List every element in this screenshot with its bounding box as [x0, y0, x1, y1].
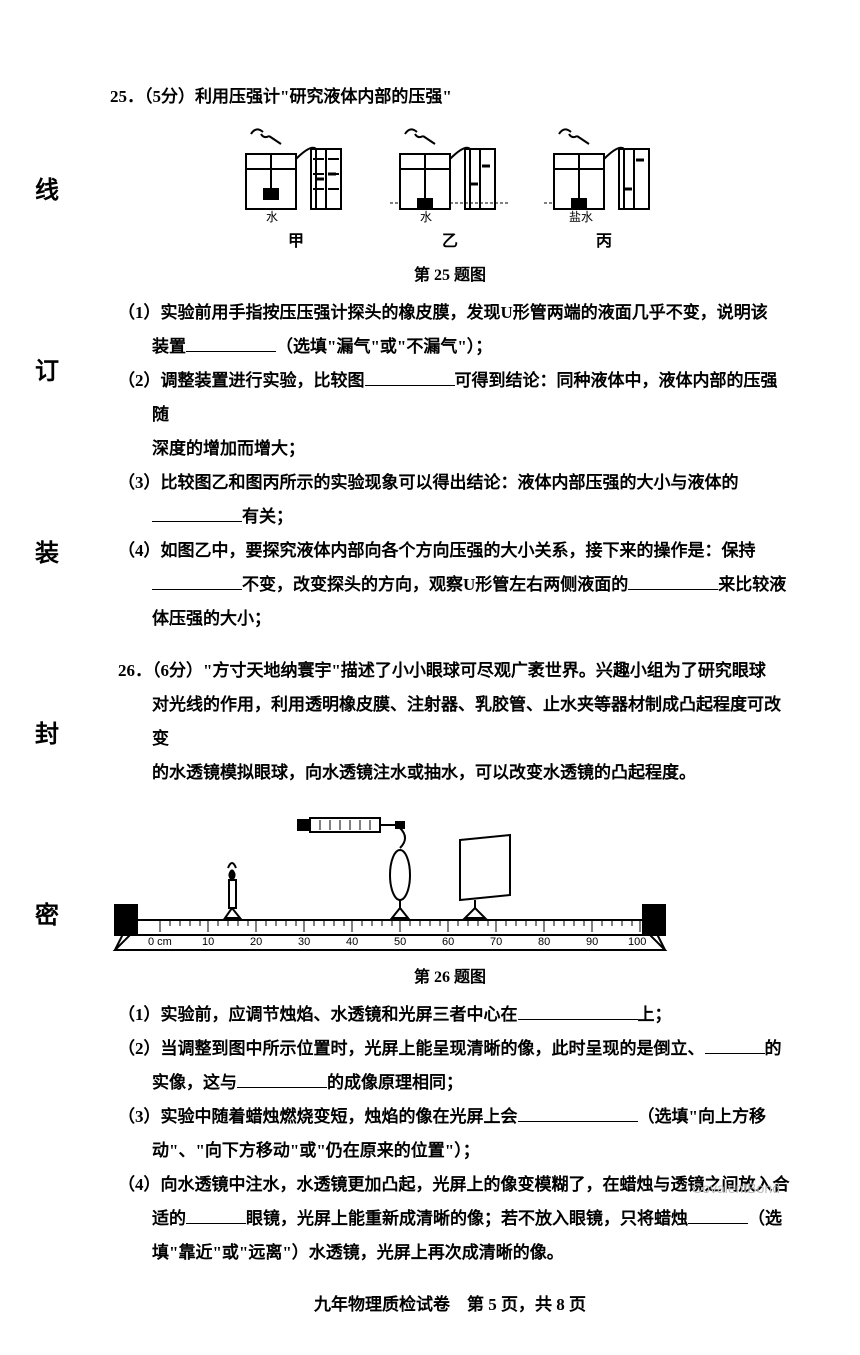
svg-text:60: 60	[442, 936, 454, 948]
svg-text:90: 90	[586, 936, 598, 948]
q25-s1-cont: 装置（选填"漏气"或"不漏气"）；	[110, 330, 790, 364]
beaker-label-yi: 乙	[442, 226, 458, 258]
q25-caption: 第 25 题图	[110, 260, 790, 292]
question-26: 26．（6分）"方寸天地纳寰宇"描述了小小眼球可尽观广袤世界。兴趣小组为了研究眼…	[110, 654, 790, 1270]
beaker-bing: 盐水 丙	[544, 124, 664, 258]
question-25: 25．（5分）利用压强计"研究液体内部的压强"	[110, 80, 790, 636]
q25-s3: （3）比较图乙和图丙所示的实验现象可以得出结论：液体内部压强的大小与液体的	[144, 466, 790, 500]
svg-text:70: 70	[490, 936, 502, 948]
q26-s4-cont2: 填"靠近"或"远离"）水透镜，光屏上再次成清晰的像。	[110, 1236, 790, 1270]
blank[interactable]	[237, 1069, 327, 1088]
q26-caption: 第 26 题图	[110, 962, 790, 994]
q25-header: 25．（5分）利用压强计"研究液体内部的压强"	[110, 80, 790, 114]
page-footer: 九年物理质检试卷 第 5 页，共 8 页	[110, 1290, 790, 1315]
exam-page: 线 订 装 封 密 25．（5分）利用压强计"研究液体内部的压强"	[0, 0, 860, 1355]
blank[interactable]	[518, 1103, 638, 1122]
beaker-yi-svg: 水	[390, 124, 510, 224]
watermark: CovalentBond	[692, 1180, 780, 1196]
svg-text:30: 30	[298, 936, 310, 948]
q26-s3: （3）实验中随着蜡烛燃烧变短，烛焰的像在光屏上会（选填"向上方移	[144, 1100, 790, 1134]
blank[interactable]	[186, 1205, 246, 1224]
blank[interactable]	[628, 571, 718, 590]
margin-char: 封	[35, 714, 59, 749]
q26-header2: 对光线的作用，利用透明橡皮膜、注射器、乳胶管、止水夹等器材制成凸起程度可改变	[110, 688, 790, 756]
beaker-label-bing: 丙	[596, 226, 612, 258]
beaker-bing-svg: 盐水	[544, 124, 664, 224]
beaker-jia-svg: 水	[236, 124, 356, 224]
blank[interactable]	[152, 571, 242, 590]
q25-s4: （4）如图乙中，要探究液体内部向各个方向压强的大小关系，接下来的操作是：保持	[144, 534, 790, 568]
q25-s2: （2）调整装置进行实验，比较图可得到结论：同种液体中，液体内部的压强随	[144, 364, 790, 432]
q26-figure: 0 cm 10 20 30 40 50 60 70 80 90 100	[110, 800, 790, 994]
margin-char: 线	[35, 170, 59, 205]
q25-s2-cont: 深度的增加而增大；	[110, 432, 790, 466]
svg-text:20: 20	[250, 936, 262, 948]
blank[interactable]	[688, 1205, 748, 1224]
q25-s4-cont: 不变，改变探头的方向，观察U形管左右两侧液面的来比较液	[110, 568, 790, 602]
svg-text:水: 水	[420, 210, 432, 224]
svg-text:80: 80	[538, 936, 550, 948]
beaker-jia: 水 甲	[236, 124, 356, 258]
q26-s4-cont: 适的眼镜，光屏上能重新成清晰的像；若不放入眼镜，只将蜡烛（选	[110, 1202, 790, 1236]
beaker-label-jia: 甲	[288, 226, 304, 258]
q26-s2: （2）当调整到图中所示位置时，光屏上能呈现清晰的像，此时呈现的是倒立、的	[144, 1032, 790, 1066]
q26-header3: 的水透镜模拟眼球，向水透镜注水或抽水，可以改变水透镜的凸起程度。	[110, 756, 790, 790]
q25-figure: 水 甲	[110, 124, 790, 292]
q25-s1: （1）实验前用手指按压压强计探头的橡皮膜，发现U形管两端的液面几乎不变，说明该	[144, 296, 790, 330]
q25-s3-cont: 有关；	[110, 500, 790, 534]
binding-margin-chars: 线 订 装 封 密	[35, 170, 59, 930]
svg-text:0 cm: 0 cm	[148, 936, 172, 948]
svg-text:盐水: 盐水	[569, 210, 593, 224]
svg-text:40: 40	[346, 936, 358, 948]
svg-text:10: 10	[202, 936, 214, 948]
q26-s2-cont: 实像，这与的成像原理相同；	[110, 1066, 790, 1100]
margin-char: 装	[35, 533, 59, 568]
svg-text:100: 100	[628, 936, 646, 948]
q26-s1: （1）实验前，应调节烛焰、水透镜和光屏三者中心在上；	[144, 998, 790, 1032]
svg-text:水: 水	[266, 210, 278, 224]
blank[interactable]	[705, 1035, 765, 1054]
blank[interactable]	[365, 367, 455, 386]
margin-char: 订	[35, 351, 59, 386]
q26-s3-cont: 动"、"向下方移动"或"仍在原来的位置"）；	[110, 1134, 790, 1168]
q26-header: 26．（6分）"方寸天地纳寰宇"描述了小小眼球可尽观广袤世界。兴趣小组为了研究眼…	[156, 654, 790, 688]
optical-bench-svg: 0 cm 10 20 30 40 50 60 70 80 90 100	[110, 800, 670, 960]
beaker-yi: 水 乙	[390, 124, 510, 258]
margin-char: 密	[35, 895, 59, 930]
q25-s4-cont2: 体压强的大小；	[110, 602, 790, 636]
blank[interactable]	[518, 1001, 638, 1020]
blank[interactable]	[186, 333, 276, 352]
blank[interactable]	[152, 503, 242, 522]
svg-text:50: 50	[394, 936, 406, 948]
